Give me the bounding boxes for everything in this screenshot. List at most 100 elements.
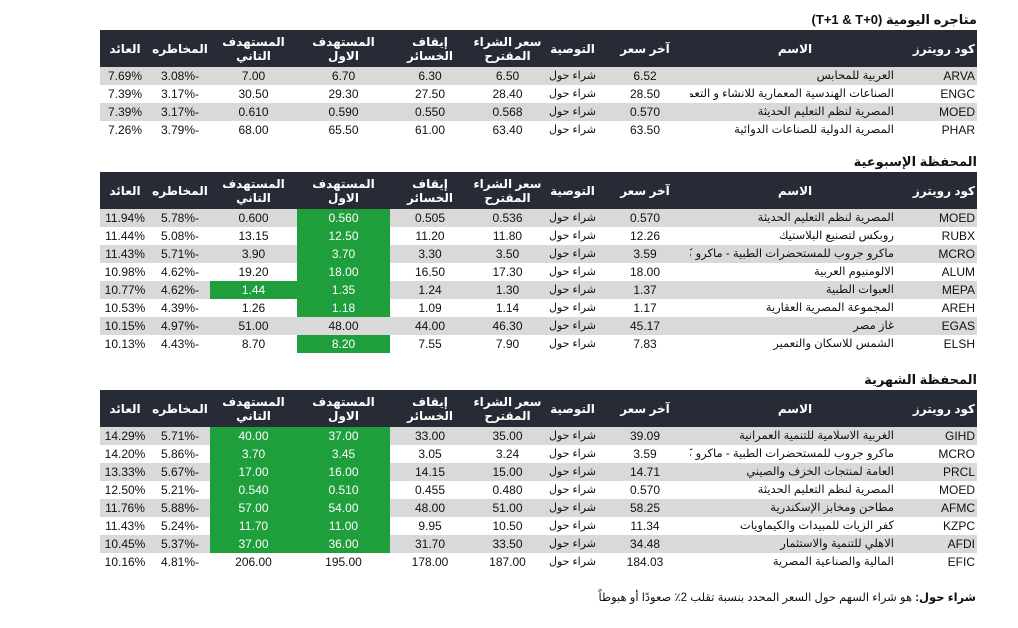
- table-row[interactable]: AFMC مطاحن ومخابز الإسكندرية 58.25 شراء حول…: [100, 499, 977, 517]
- cell-name: الاهلي للتنمية والاستثمار: [690, 535, 900, 553]
- header-name[interactable]: الاسم: [690, 30, 900, 67]
- header-stop[interactable]: إيقاف الخسائر: [390, 30, 470, 67]
- header-name[interactable]: الاسم: [690, 390, 900, 427]
- table-row[interactable]: PHAR المصرية الدولية للصناعات الدوائية 63.…: [100, 121, 977, 139]
- cell-ret: 12.50%: [100, 481, 150, 499]
- cell-rec: شراء حول: [545, 463, 600, 481]
- cell-code: ARVA: [900, 67, 977, 85]
- cell-risk: -5.86%: [150, 445, 210, 463]
- cell-risk: -5.71%: [150, 427, 210, 445]
- table-row[interactable]: RUBX روبكس لتصنيع البلاستيك 12.26 شراء حول 1…: [100, 227, 977, 245]
- table-row[interactable]: ARVA العربية للمحابس 6.52 شراء حول 6.50 6.30 6…: [100, 67, 977, 85]
- header-last[interactable]: آخر سعر: [600, 172, 690, 209]
- cell-t2: 3.90: [210, 245, 297, 263]
- cell-rec: شراء حول: [545, 209, 600, 227]
- header-t2[interactable]: المستهدف التاني: [210, 172, 297, 209]
- table-row[interactable]: MEPA العبوات الطبية 1.37 شراء حول 1.30 1.24 1.…: [100, 281, 977, 299]
- table-row[interactable]: AFDI الاهلي للتنمية والاستثمار 34.48 شراء ح…: [100, 535, 977, 553]
- cell-code: EGAS: [900, 317, 977, 335]
- table-row[interactable]: EFIC المالية والصناعية المصرية 184.03 شراء …: [100, 553, 977, 571]
- header-buy[interactable]: سعر الشراء المقترح: [470, 390, 545, 427]
- cell-name: ماكرو جروب للمستحضرات الطبية - ماكرو كاب…: [690, 445, 900, 463]
- table-row[interactable]: EGAS غاز مصر 45.17 شراء حول 46.30 44.00 48.00 5…: [100, 317, 977, 335]
- header-ret[interactable]: العائد: [100, 30, 150, 67]
- cell-rec: شراء حول: [545, 317, 600, 335]
- cell-last: 3.59: [600, 245, 690, 263]
- cell-buy: 0.480: [470, 481, 545, 499]
- cell-code: RUBX: [900, 227, 977, 245]
- cell-t2: 37.00: [210, 535, 297, 553]
- cell-t2: 11.70: [210, 517, 297, 535]
- cell-ret: 7.26%: [100, 121, 150, 139]
- table-row[interactable]: ALUM الالومنيوم العربية 18.00 شراء حول 17.30…: [100, 263, 977, 281]
- cell-stop: 31.70: [390, 535, 470, 553]
- cell-t2: 40.00: [210, 427, 297, 445]
- cell-stop: 48.00: [390, 499, 470, 517]
- table-row[interactable]: GIHD الغربية الاسلامية للتنمية العمرانية 3…: [100, 427, 977, 445]
- cell-stop: 7.55: [390, 335, 470, 353]
- header-risk[interactable]: المخاطره: [150, 172, 210, 209]
- cell-t2: 13.15: [210, 227, 297, 245]
- cell-rec: شراء حول: [545, 103, 600, 121]
- header-risk[interactable]: المخاطره: [150, 390, 210, 427]
- cell-t2: 0.600: [210, 209, 297, 227]
- header-name[interactable]: الاسم: [690, 172, 900, 209]
- table-row[interactable]: MCRO ماكرو جروب للمستحضرات الطبية - ماكرو…: [100, 245, 977, 263]
- table-row[interactable]: MOED المصرية لنظم التعليم الحديثة 0.570 شرا…: [100, 481, 977, 499]
- header-t2[interactable]: المستهدف التاني: [210, 390, 297, 427]
- cell-last: 0.570: [600, 103, 690, 121]
- cell-ret: 11.94%: [100, 209, 150, 227]
- table-row[interactable]: MOED المصرية لنظم التعليم الحديثة 0.570 شرا…: [100, 103, 977, 121]
- cell-name: المالية والصناعية المصرية: [690, 553, 900, 571]
- cell-name: ماكرو جروب للمستحضرات الطبية - ماكرو كاب…: [690, 245, 900, 263]
- cell-name: العبوات الطبية: [690, 281, 900, 299]
- header-rec[interactable]: التوصية: [545, 172, 600, 209]
- cell-ret: 10.98%: [100, 263, 150, 281]
- table-row[interactable]: PRCL العامة لمنتجات الخزف والصيني 14.71 شرا…: [100, 463, 977, 481]
- cell-risk: -4.81%: [150, 553, 210, 571]
- cell-stop: 33.00: [390, 427, 470, 445]
- cell-name: مطاحن ومخابز الإسكندرية: [690, 499, 900, 517]
- table-header-row: كود رويترز الاسم آخر سعر التوصية سعر الشراء …: [100, 30, 977, 67]
- header-risk[interactable]: المخاطره: [150, 30, 210, 67]
- table-row[interactable]: ENGC الصناعات الهندسية المعمارية للانشاء …: [100, 85, 977, 103]
- cell-rec: شراء حول: [545, 553, 600, 571]
- cell-buy: 187.00: [470, 553, 545, 571]
- cell-rec: شراء حول: [545, 85, 600, 103]
- header-t2[interactable]: المستهدف التاني: [210, 30, 297, 67]
- cell-t2: 51.00: [210, 317, 297, 335]
- header-rec[interactable]: التوصية: [545, 30, 600, 67]
- table-row[interactable]: AREH المجموعة المصرية العقارية 1.17 شراء حو…: [100, 299, 977, 317]
- cell-stop: 16.50: [390, 263, 470, 281]
- header-stop[interactable]: إيقاف الخسائر: [390, 172, 470, 209]
- header-buy[interactable]: سعر الشراء المقترح: [470, 30, 545, 67]
- table-row[interactable]: MCRO ماكرو جروب للمستحضرات الطبية - ماكرو…: [100, 445, 977, 463]
- header-t1[interactable]: المستهدف الاول: [297, 30, 390, 67]
- header-stop[interactable]: إيقاف الخسائر: [390, 390, 470, 427]
- header-code[interactable]: كود رويترز: [900, 172, 977, 209]
- header-ret[interactable]: العائد: [100, 390, 150, 427]
- cell-last: 12.26: [600, 227, 690, 245]
- header-code[interactable]: كود رويترز: [900, 30, 977, 67]
- header-last[interactable]: آخر سعر: [600, 390, 690, 427]
- header-code[interactable]: كود رويترز: [900, 390, 977, 427]
- table-row[interactable]: KZPC كفر الزيات للمبيدات والكيماويات 11.34…: [100, 517, 977, 535]
- cell-rec: شراء حول: [545, 227, 600, 245]
- table-row[interactable]: MOED المصرية لنظم التعليم الحديثة 0.570 شرا…: [100, 209, 977, 227]
- cell-name: المصرية الدولية للصناعات الدوائية: [690, 121, 900, 139]
- cell-ret: 11.43%: [100, 245, 150, 263]
- cell-name: المصرية لنظم التعليم الحديثة: [690, 481, 900, 499]
- header-rec[interactable]: التوصية: [545, 390, 600, 427]
- header-last[interactable]: آخر سعر: [600, 30, 690, 67]
- cell-buy: 17.30: [470, 263, 545, 281]
- table-row[interactable]: ELSH الشمس للاسكان والتعمير 7.83 شراء حول 7.…: [100, 335, 977, 353]
- header-ret[interactable]: العائد: [100, 172, 150, 209]
- header-t1[interactable]: المستهدف الاول: [297, 390, 390, 427]
- cell-t1: 1.35: [297, 281, 390, 299]
- cell-t1: 18.00: [297, 263, 390, 281]
- header-buy[interactable]: سعر الشراء المقترح: [470, 172, 545, 209]
- header-t1[interactable]: المستهدف الاول: [297, 172, 390, 209]
- cell-risk: -5.37%: [150, 535, 210, 553]
- cell-ret: 7.69%: [100, 67, 150, 85]
- cell-risk: -4.43%: [150, 335, 210, 353]
